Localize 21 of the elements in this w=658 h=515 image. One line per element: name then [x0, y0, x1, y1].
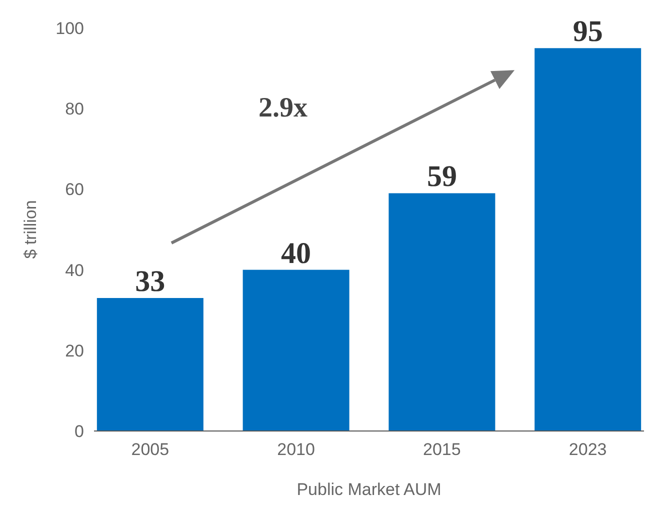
bar	[388, 193, 496, 431]
data-label: 33	[135, 265, 166, 298]
y-tick-label: 40	[65, 260, 84, 280]
x-axis-title: Public Market AUM	[296, 480, 442, 499]
bar	[242, 270, 350, 431]
y-tick-label: 60	[65, 180, 84, 200]
data-label: 95	[572, 15, 603, 48]
y-tick-label: 80	[65, 100, 84, 119]
bar	[534, 48, 642, 431]
x-tick-label: 2005	[131, 440, 170, 459]
bar	[96, 298, 204, 431]
y-tick-label: 0	[74, 422, 84, 441]
data-label: 40	[281, 236, 312, 270]
y-axis-title: $ trillion	[21, 200, 40, 259]
x-tick-label: 2010	[277, 440, 315, 459]
data-label: 59	[426, 160, 457, 194]
annotation: 2.9x	[258, 92, 308, 124]
x-tick-label: 2023	[568, 440, 607, 459]
y-tick-label: 20	[65, 341, 84, 360]
x-tick-label: 2015	[423, 440, 461, 459]
y-tick-label: 100	[56, 18, 84, 38]
